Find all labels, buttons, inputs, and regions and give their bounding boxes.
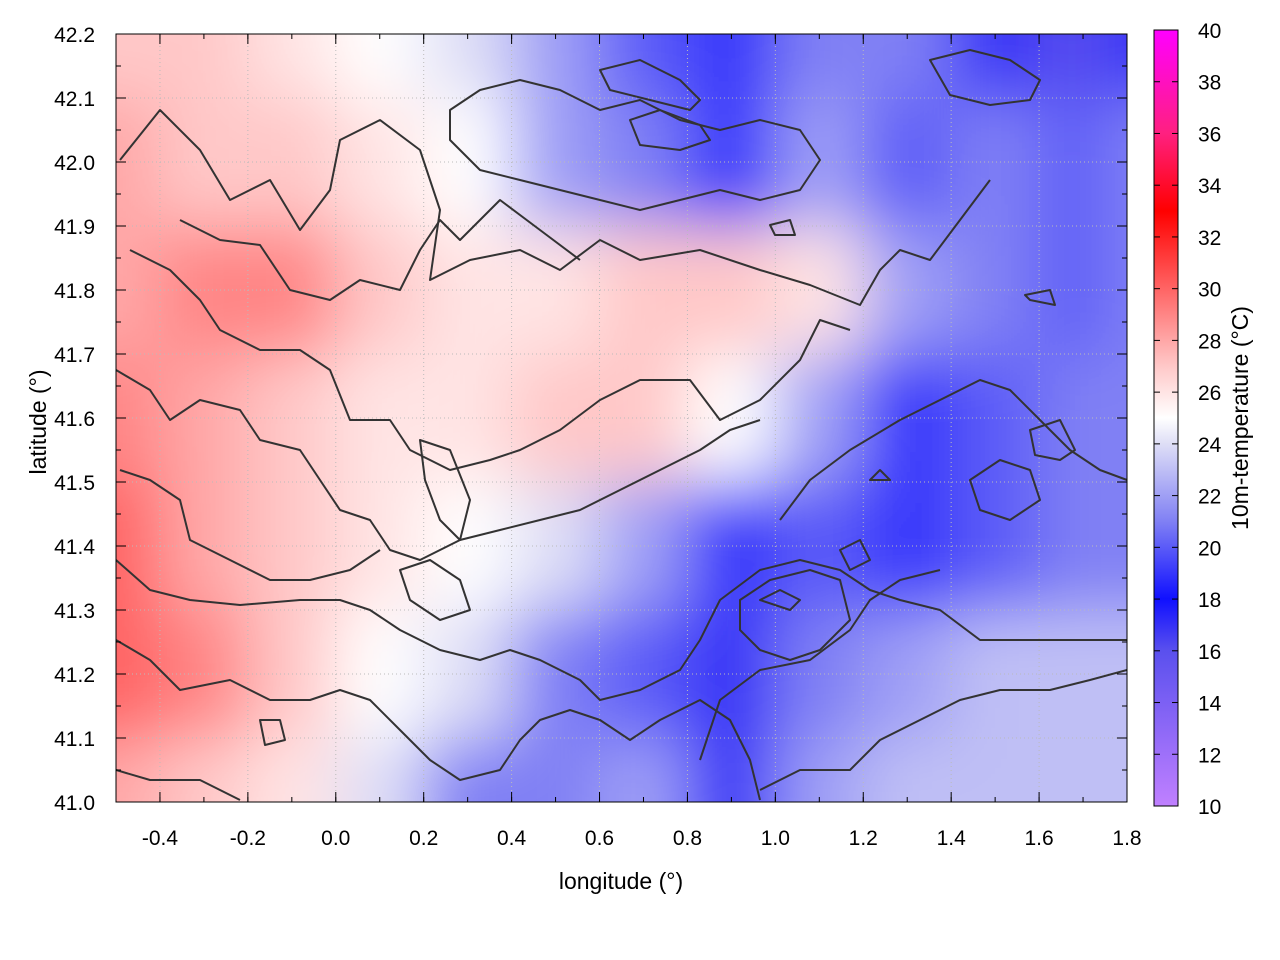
heatmap-field xyxy=(116,34,1127,802)
heat-cell xyxy=(335,610,424,738)
heat-cell xyxy=(159,610,248,738)
x-tick-label: 0.0 xyxy=(321,827,350,850)
x-axis-ticks: -0.4 -0.2 0.0 0.2 0.4 0.6 0.8 1.0 1.2 1.4 1.6 1.8 xyxy=(115,34,1142,850)
x-tick-label: 0.8 xyxy=(673,827,702,850)
y-tick-label: 41.5 xyxy=(54,472,95,495)
heat-cell xyxy=(687,34,776,98)
y-axis-ticks: 41.0 41.1 41.2 41.3 41.4 41.5 41.6 41.7 41.8 41.9… xyxy=(54,24,1127,815)
colorbar-tick-label: 22 xyxy=(1198,486,1221,509)
y-tick-label: 42.0 xyxy=(54,152,95,175)
heat-cell xyxy=(775,34,864,98)
x-tick-label: 0.4 xyxy=(497,827,527,850)
heat-cell xyxy=(247,34,336,98)
heat-cell xyxy=(159,226,248,354)
colorbar-tick-label: 10 xyxy=(1198,796,1221,819)
colorbar xyxy=(1153,29,1179,807)
x-tick-label: -0.4 xyxy=(142,827,179,850)
y-tick-label: 41.4 xyxy=(54,536,95,559)
heat-cell xyxy=(1105,34,1127,98)
heat-cell xyxy=(335,354,424,482)
heat-cell xyxy=(1039,34,1106,98)
heat-cell xyxy=(1105,738,1127,802)
heat-cell xyxy=(159,98,248,226)
heat-cell xyxy=(951,34,1040,98)
heat-cell xyxy=(247,98,336,226)
x-tick-label: 0.2 xyxy=(409,827,438,850)
heat-cell xyxy=(116,738,160,802)
y-tick-label: 41.3 xyxy=(54,600,95,623)
colorbar-tick-label: 20 xyxy=(1198,537,1221,560)
contour-lines xyxy=(116,49,1127,801)
y-axis-title: latitude (°) xyxy=(25,369,51,474)
y-tick-label: 42.2 xyxy=(54,24,95,47)
heat-cell xyxy=(423,738,512,802)
y-tick-label: 41.1 xyxy=(54,728,95,751)
x-tick-label: 1.4 xyxy=(937,827,967,850)
colorbar-tick-label: 14 xyxy=(1198,693,1222,716)
x-tick-label: 1.0 xyxy=(761,827,790,850)
heat-cell xyxy=(775,738,864,802)
x-tick-label: 1.6 xyxy=(1024,827,1053,850)
heat-cell xyxy=(247,354,336,482)
heat-cell xyxy=(423,34,512,98)
colorbar-tick-label: 34 xyxy=(1198,175,1222,198)
heat-cell xyxy=(247,482,336,610)
heat-cell xyxy=(116,34,160,98)
heat-cell xyxy=(599,738,688,802)
y-tick-label: 41.2 xyxy=(54,664,95,687)
grid-lines xyxy=(116,33,1128,803)
colorbar-tick-label: 28 xyxy=(1198,330,1221,353)
x-tick-label: 1.8 xyxy=(1112,827,1141,850)
colorbar-tick-label: 40 xyxy=(1198,20,1221,43)
heat-cell xyxy=(951,738,1040,802)
heat-cell xyxy=(247,610,336,738)
colorbar-tick-label: 36 xyxy=(1198,123,1221,146)
colorbar-tick-label: 38 xyxy=(1198,72,1221,95)
colorbar-tick-label: 16 xyxy=(1198,641,1221,664)
heat-cell xyxy=(1039,738,1106,802)
colorbar-title: 10m-temperature (°C) xyxy=(1227,306,1253,530)
heat-cell xyxy=(511,738,600,802)
colorbar-tick-label: 26 xyxy=(1198,382,1221,405)
heat-cell xyxy=(863,738,952,802)
y-tick-label: 41.9 xyxy=(54,216,95,239)
x-tick-label: 0.6 xyxy=(585,827,614,850)
heat-cell xyxy=(335,738,424,802)
x-axis-title: longitude (°) xyxy=(559,868,683,894)
heat-cell xyxy=(335,226,424,354)
x-tick-label: 1.2 xyxy=(849,827,878,850)
heat-cell xyxy=(863,34,952,98)
heat-cell xyxy=(159,34,248,98)
colorbar-tick-label: 30 xyxy=(1198,279,1221,302)
heat-cell xyxy=(159,738,248,802)
x-tick-label: -0.2 xyxy=(230,827,266,850)
colorbar-tick-label: 18 xyxy=(1198,589,1221,612)
y-tick-label: 41.6 xyxy=(54,408,95,431)
y-tick-label: 41.7 xyxy=(54,344,95,367)
y-tick-label: 42.1 xyxy=(54,88,95,111)
y-tick-label: 41.0 xyxy=(54,792,95,815)
heat-cell xyxy=(335,482,424,610)
colorbar-tick-label: 12 xyxy=(1198,744,1221,767)
heat-cell xyxy=(511,34,600,98)
heat-cell xyxy=(687,738,776,802)
heat-cell xyxy=(599,34,688,98)
heat-cell xyxy=(335,34,424,98)
y-tick-label: 41.8 xyxy=(54,280,95,303)
colorbar-tick-label: 24 xyxy=(1198,434,1222,457)
colorbar-tick-label: 32 xyxy=(1198,227,1221,250)
colorbar-ticks: 10 12 14 16 18 20 22 24 26 28 30 32 34 36 38 40 xyxy=(1154,20,1222,819)
heat-cell xyxy=(247,738,336,802)
